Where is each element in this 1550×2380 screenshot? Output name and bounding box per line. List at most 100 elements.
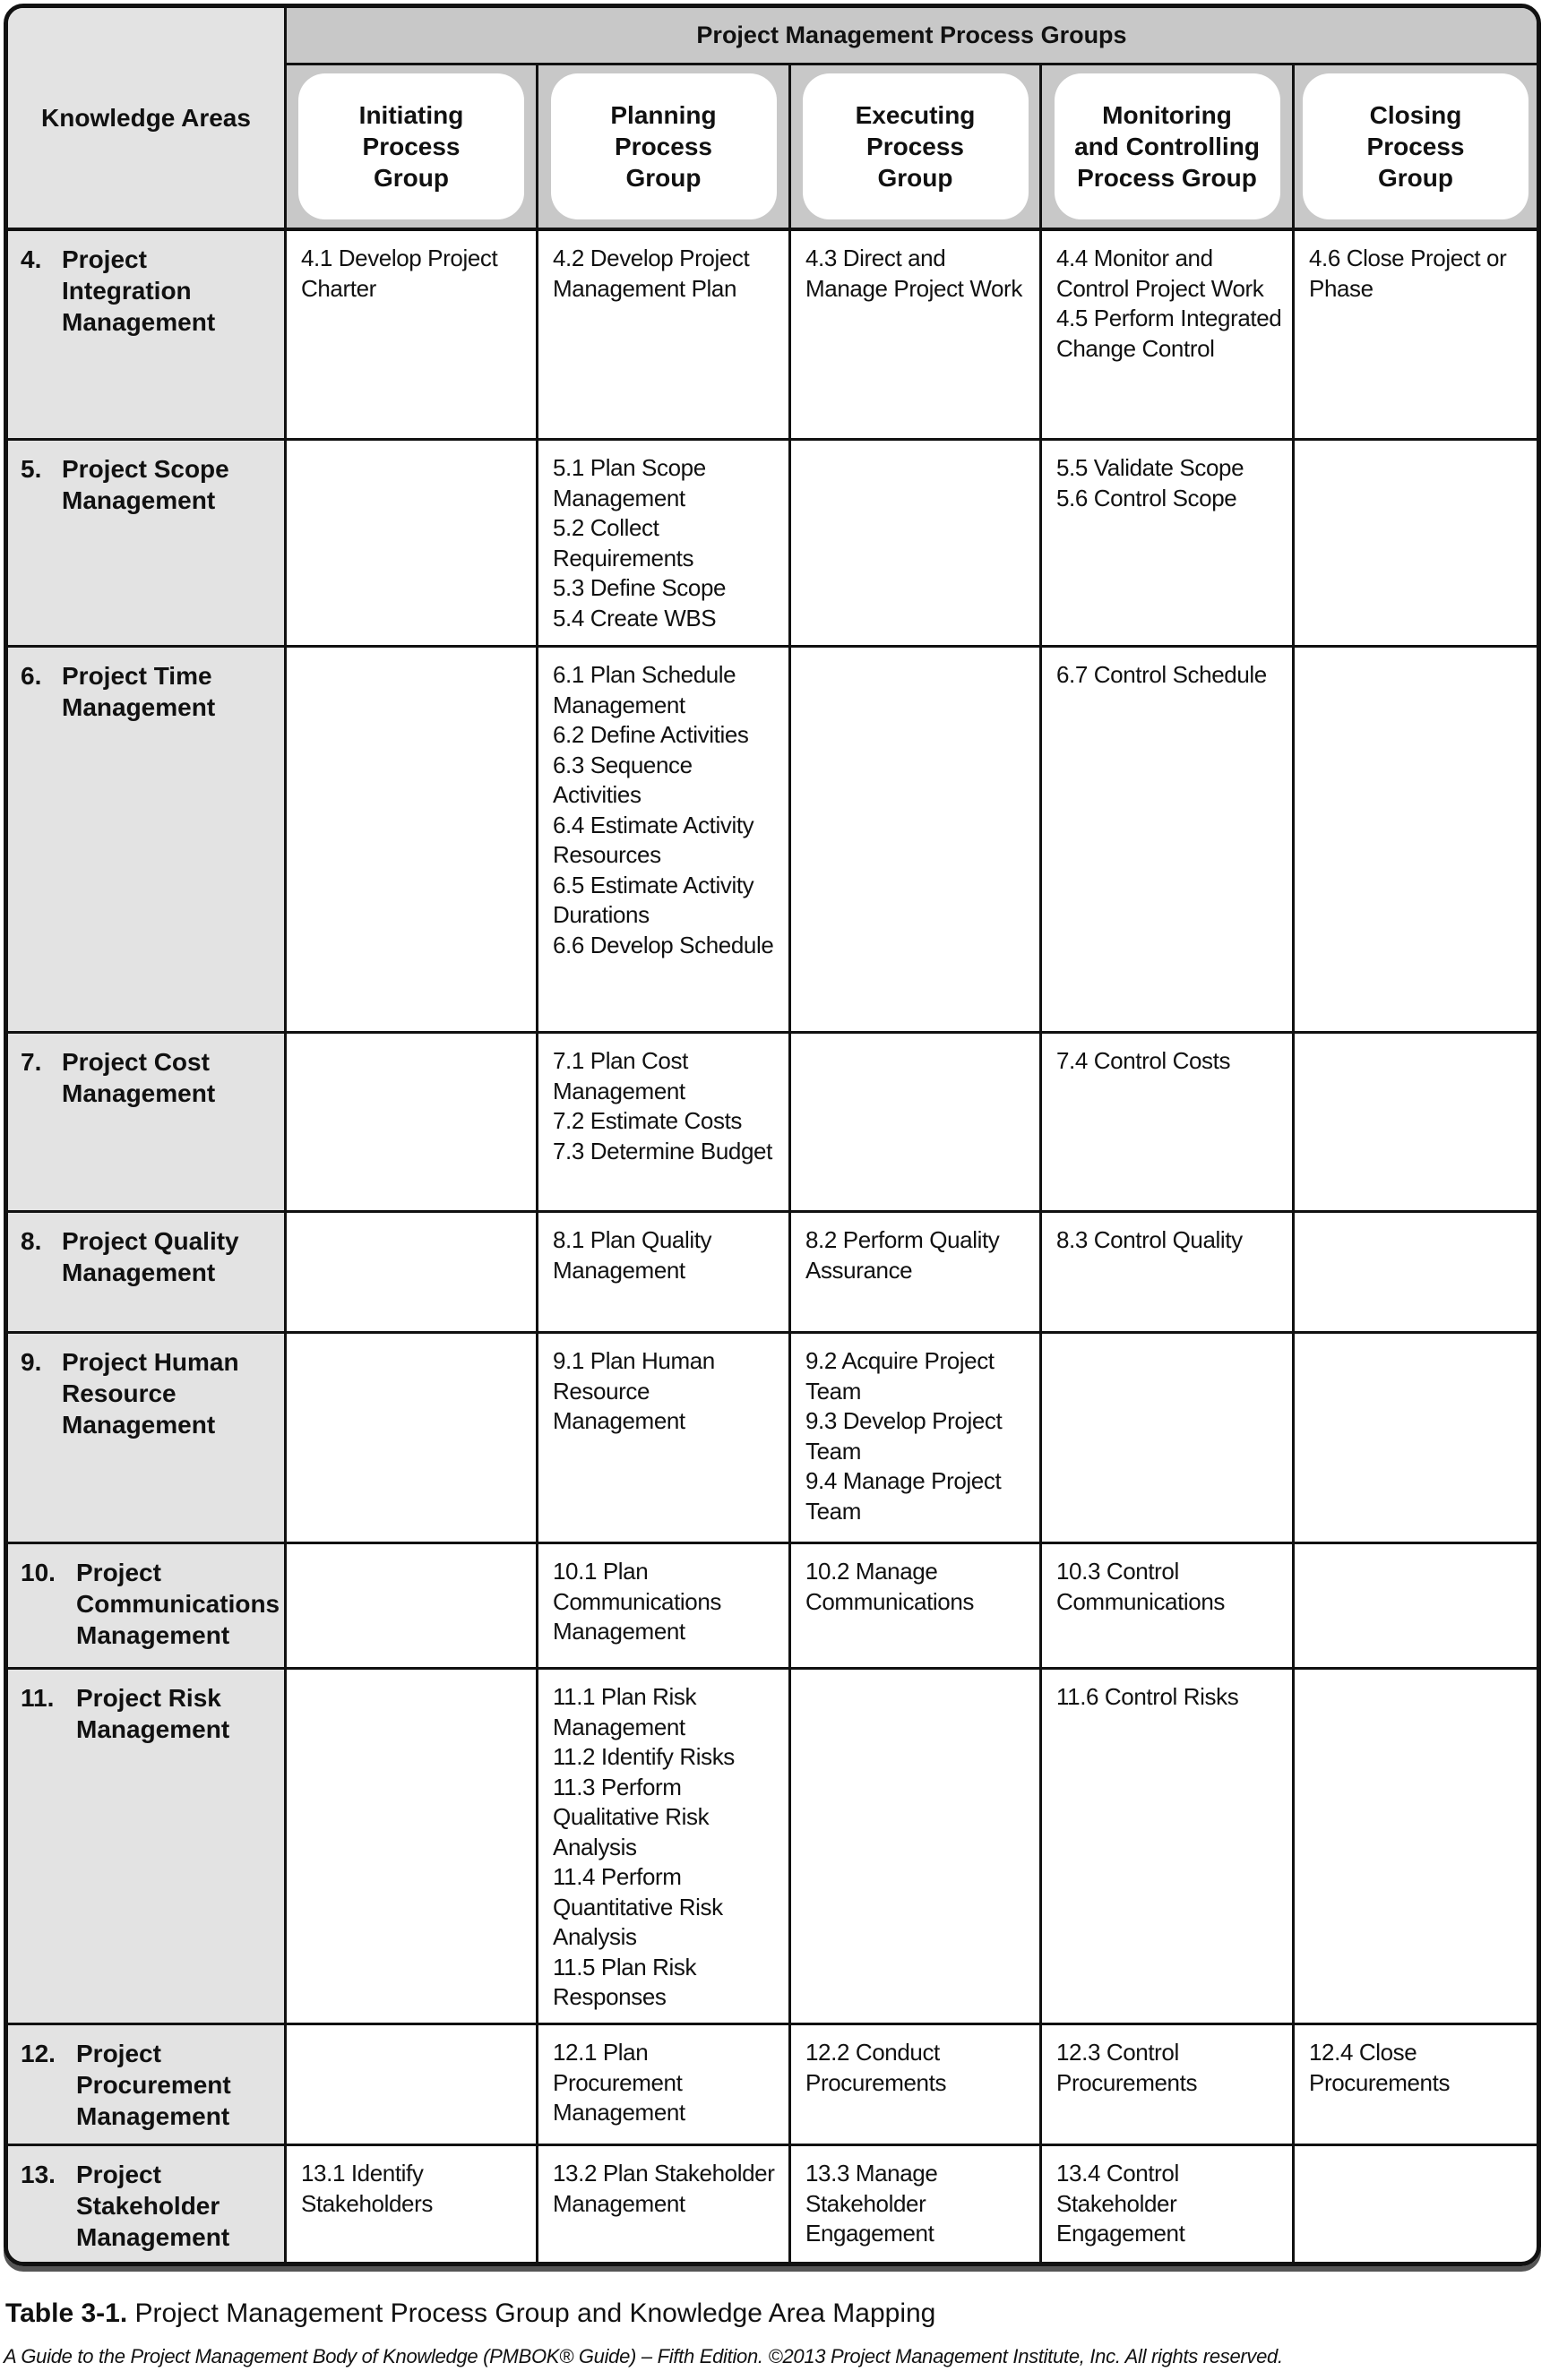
process-item: 4.2 Develop Project Management Plan (553, 245, 750, 302)
process-item: 7.2 Estimate Costs (553, 1107, 742, 1134)
process-item: 10.3 Control Communications (1056, 1558, 1226, 1615)
process-item: 9.4 Manage Project Team (805, 1467, 1002, 1525)
process-cell: 13.3 Manage Stakeholder Engagement (791, 2146, 1042, 2262)
process-cell (1295, 1670, 1537, 2025)
copyright-credit: A Guide to the Project Management Body o… (4, 2345, 1283, 2367)
process-cell (1295, 2146, 1537, 2262)
process-item: 7.4 Control Costs (1056, 1047, 1231, 1074)
process-cell: 4.4 Monitor and Control Project Work 4.5 … (1042, 231, 1295, 441)
process-group-header: Executing Process Group (791, 65, 1042, 231)
process-item: 13.2 Plan Stakeholder Management (553, 2160, 775, 2217)
process-item: 6.5 Estimate Activity Durations (553, 871, 754, 929)
process-cell: 8.1 Plan Quality Management (538, 1213, 791, 1334)
process-cell (1295, 441, 1537, 648)
process-cell (287, 648, 538, 1034)
process-item: 11.2 Identify Risks (553, 1743, 735, 1770)
process-item: 10.1 Plan Communications Management (553, 1558, 722, 1645)
process-cell (1295, 1213, 1537, 1334)
knowledge-area-number: 4. (21, 245, 42, 273)
knowledge-areas-header: Knowledge Areas (8, 8, 287, 231)
process-cell: 6.1 Plan Schedule Management 6.2 Define A… (538, 648, 791, 1034)
process-cell: 4.6 Close Project or Phase (1295, 231, 1537, 441)
process-item: 13.1 Identify Stakeholders (301, 2160, 433, 2217)
process-group-label: Closing Process Group (1303, 73, 1528, 219)
process-item: 6.1 Plan Schedule Management (553, 661, 736, 718)
knowledge-area-number: 10. (21, 1559, 56, 1586)
process-cell (287, 441, 538, 648)
process-cell: 4.2 Develop Project Management Plan (538, 231, 791, 441)
process-item: 5.6 Control Scope (1056, 484, 1237, 511)
process-group-label: Monitoring and Controlling Process Group (1054, 73, 1280, 219)
process-cell (1295, 1034, 1537, 1213)
process-cell: 4.1 Develop Project Charter (287, 231, 538, 441)
process-cell (287, 2025, 538, 2146)
process-cell: 5.5 Validate Scope 5.6 Control Scope (1042, 441, 1295, 648)
knowledge-area-number: 6. (21, 662, 42, 690)
process-item: 6.3 Sequence Activities (553, 751, 693, 809)
process-item: 8.3 Control Quality (1056, 1226, 1243, 1253)
process-cell: 10.2 Manage Communications (791, 1544, 1042, 1670)
process-group-header: Planning Process Group (538, 65, 791, 231)
knowledge-area-name: Project Procurement Management (76, 2040, 231, 2130)
process-item: 6.2 Define Activities (553, 721, 749, 748)
process-group-header: Monitoring and Controlling Process Group (1042, 65, 1295, 231)
process-item: 12.2 Conduct Procurements (805, 2039, 947, 2096)
knowledge-area: 6. Project Time Management (8, 648, 287, 1034)
process-item: 13.3 Manage Stakeholder Engagement (805, 2160, 938, 2247)
process-item: 8.2 Perform Quality Assurance (805, 1226, 1000, 1284)
knowledge-area: 9. Project Human Resource Management (8, 1334, 287, 1544)
process-item: 11.5 Plan Risk Responses (553, 1953, 697, 2011)
knowledge-area-name: Project Stakeholder Management (76, 2161, 230, 2251)
process-item: 11.4 Perform Quantitative Risk Analysis (553, 1863, 723, 1950)
process-cell (287, 1544, 538, 1670)
process-cell: 11.1 Plan Risk Management 11.2 Identify R… (538, 1670, 791, 2025)
process-group-header: Initiating Process Group (287, 65, 538, 231)
process-cell (1295, 1334, 1537, 1544)
process-group-label: Initiating Process Group (298, 73, 524, 219)
knowledge-area-number: 11. (21, 1684, 55, 1712)
process-cell (287, 1334, 538, 1544)
process-cell: 12.4 Close Procurements (1295, 2025, 1537, 2146)
process-item: 6.7 Control Schedule (1056, 661, 1267, 688)
process-item: 4.6 Close Project or Phase (1309, 245, 1507, 302)
process-item: 4.4 Monitor and Control Project Work (1056, 245, 1264, 302)
process-item: 9.2 Acquire Project Team (805, 1347, 995, 1405)
knowledge-area: 12. Project Procurement Management (8, 2025, 287, 2146)
process-item: 5.4 Create WBS (553, 604, 717, 632)
knowledge-area-name: Project Scope Management (62, 455, 229, 514)
knowledge-area-number: 9. (21, 1348, 42, 1376)
process-item: 4.5 Perform Integrated Change Control (1056, 305, 1282, 362)
process-item: 9.1 Plan Human Resource Management (553, 1347, 715, 1434)
process-cell: 5.1 Plan Scope Management 5.2 Collect Req… (538, 441, 791, 648)
process-groups-header: Project Management Process Groups (287, 8, 1537, 65)
knowledge-area-number: 5. (21, 455, 42, 483)
process-mapping-table: Knowledge Areas Project Management Proce… (4, 4, 1541, 2266)
process-item: 11.3 Perform Qualitative Risk Analysis (553, 1773, 710, 1860)
process-item: 7.1 Plan Cost Management (553, 1047, 688, 1104)
knowledge-area-number: 12. (21, 2040, 56, 2067)
process-item: 9.3 Develop Project Team (805, 1407, 1003, 1465)
process-item: 5.5 Validate Scope (1056, 454, 1244, 481)
knowledge-area-number: 8. (21, 1227, 42, 1255)
knowledge-area: 13. Project Stakeholder Management (8, 2146, 287, 2262)
process-cell (1295, 1544, 1537, 1670)
knowledge-area: 7. Project Cost Management (8, 1034, 287, 1213)
knowledge-area-name: Project Communications Management (76, 1559, 280, 1649)
process-cell: 4.3 Direct and Manage Project Work (791, 231, 1042, 441)
process-item: 12.3 Control Procurements (1056, 2039, 1198, 2096)
knowledge-area: 11. Project Risk Management (8, 1670, 287, 2025)
process-item: 13.4 Control Stakeholder Engagement (1056, 2160, 1185, 2247)
process-item: 11.6 Control Risks (1056, 1683, 1239, 1710)
process-item: 8.1 Plan Quality Management (553, 1226, 712, 1284)
process-item: 12.4 Close Procurements (1309, 2039, 1451, 2096)
caption-label: Table 3-1. (5, 2298, 128, 2328)
knowledge-area-number: 13. (21, 2161, 56, 2188)
caption-text: Project Management Process Group and Kno… (127, 2298, 936, 2328)
knowledge-area: 10. Project Communications Management (8, 1544, 287, 1670)
process-item: 5.2 Collect Requirements (553, 514, 694, 571)
process-item: 10.2 Manage Communications (805, 1558, 975, 1615)
process-cell (1042, 1334, 1295, 1544)
knowledge-area-name: Project Time Management (62, 662, 216, 721)
knowledge-area-name: Project Risk Management (76, 1684, 230, 1743)
knowledge-area-name: Project Cost Management (62, 1048, 216, 1107)
